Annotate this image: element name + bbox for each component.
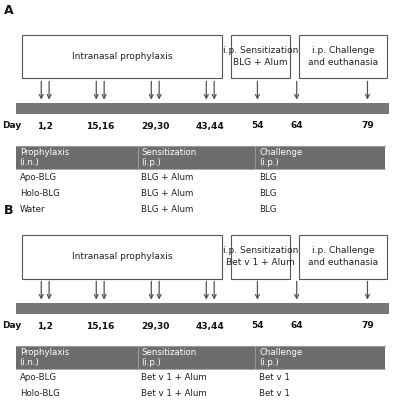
FancyBboxPatch shape xyxy=(231,234,290,278)
Bar xyxy=(16,146,385,169)
Text: Water: Water xyxy=(20,206,45,214)
Text: Apo-BLG: Apo-BLG xyxy=(20,373,57,382)
Text: Prophylaxis
(i.n.): Prophylaxis (i.n.) xyxy=(20,348,69,367)
Text: i.p. Sensitization
BLG + Alum: i.p. Sensitization BLG + Alum xyxy=(223,46,298,66)
Text: A: A xyxy=(4,4,13,17)
Text: BLG: BLG xyxy=(259,206,277,214)
Bar xyxy=(16,346,385,369)
Text: Intranasal prophylaxis: Intranasal prophylaxis xyxy=(72,252,172,261)
Text: 15,16: 15,16 xyxy=(86,122,114,130)
Text: Sensitization
(i.p.): Sensitization (i.p.) xyxy=(141,148,197,167)
FancyBboxPatch shape xyxy=(231,34,290,78)
Text: 1,2: 1,2 xyxy=(37,322,53,330)
Text: 54: 54 xyxy=(251,322,264,330)
Text: 54: 54 xyxy=(251,122,264,130)
Text: BLG: BLG xyxy=(259,189,277,198)
Bar xyxy=(16,302,389,314)
Text: BLG + Alum: BLG + Alum xyxy=(141,173,194,182)
Text: Bet v 1: Bet v 1 xyxy=(259,373,290,382)
Text: 64: 64 xyxy=(290,122,303,130)
Text: 79: 79 xyxy=(361,122,374,130)
Text: Day: Day xyxy=(2,122,21,130)
Text: BLG: BLG xyxy=(259,173,277,182)
Text: Bet v 1 + Alum: Bet v 1 + Alum xyxy=(141,389,207,398)
Bar xyxy=(16,102,389,114)
Text: Bet v 1: Bet v 1 xyxy=(259,389,290,398)
Text: BLG + Alum: BLG + Alum xyxy=(141,206,194,214)
Text: 29,30: 29,30 xyxy=(141,122,169,130)
Text: Apo-BLG: Apo-BLG xyxy=(20,173,57,182)
Text: Day: Day xyxy=(2,322,21,330)
Text: B: B xyxy=(4,204,13,217)
Text: Holo-BLG: Holo-BLG xyxy=(20,389,59,398)
Text: 79: 79 xyxy=(361,322,374,330)
Text: 43,44: 43,44 xyxy=(196,122,225,130)
FancyBboxPatch shape xyxy=(22,234,222,278)
Text: 43,44: 43,44 xyxy=(196,322,225,330)
Text: Holo-BLG: Holo-BLG xyxy=(20,189,59,198)
Text: Challenge
(i.p.): Challenge (i.p.) xyxy=(259,148,303,167)
Text: Prophylaxis
(i.n.): Prophylaxis (i.n.) xyxy=(20,148,69,167)
Text: BLG + Alum: BLG + Alum xyxy=(141,189,194,198)
FancyBboxPatch shape xyxy=(299,234,387,278)
Text: Challenge
(i.p.): Challenge (i.p.) xyxy=(259,348,303,367)
Text: 1,2: 1,2 xyxy=(37,122,53,130)
Text: i.p. Sensitization
Bet v 1 + Alum: i.p. Sensitization Bet v 1 + Alum xyxy=(223,246,298,266)
FancyBboxPatch shape xyxy=(22,34,222,78)
Text: 64: 64 xyxy=(290,322,303,330)
Text: i.p. Challenge
and euthanasia: i.p. Challenge and euthanasia xyxy=(308,246,378,266)
Text: Intranasal prophylaxis: Intranasal prophylaxis xyxy=(72,52,172,61)
FancyBboxPatch shape xyxy=(299,34,387,78)
Text: 15,16: 15,16 xyxy=(86,322,114,330)
Text: Bet v 1 + Alum: Bet v 1 + Alum xyxy=(141,373,207,382)
Text: i.p. Challenge
and euthanasia: i.p. Challenge and euthanasia xyxy=(308,46,378,66)
Text: Sensitization
(i.p.): Sensitization (i.p.) xyxy=(141,348,197,367)
Text: 29,30: 29,30 xyxy=(141,322,169,330)
